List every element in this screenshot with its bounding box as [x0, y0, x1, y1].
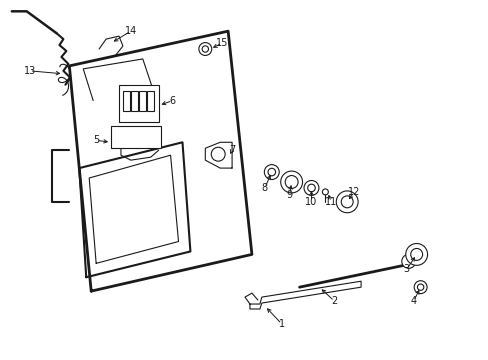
Text: 10: 10	[305, 197, 317, 207]
Circle shape	[267, 168, 275, 176]
Bar	[119, 85, 158, 122]
Circle shape	[405, 243, 427, 265]
Text: 15: 15	[216, 38, 228, 48]
Text: 11: 11	[325, 197, 337, 207]
Text: 12: 12	[347, 187, 360, 197]
Circle shape	[264, 165, 279, 180]
Text: 8: 8	[261, 183, 267, 193]
Bar	[146, 91, 153, 111]
Circle shape	[336, 191, 357, 213]
Text: 6: 6	[169, 96, 175, 105]
Text: 9: 9	[286, 190, 292, 200]
Circle shape	[410, 248, 422, 260]
Bar	[131, 91, 138, 111]
Text: 13: 13	[23, 66, 36, 76]
Circle shape	[199, 42, 211, 55]
Text: 7: 7	[228, 145, 235, 155]
Circle shape	[322, 189, 327, 195]
Text: 5: 5	[93, 135, 99, 145]
Text: 4: 4	[410, 296, 416, 306]
Bar	[122, 91, 130, 111]
Circle shape	[280, 171, 302, 193]
Circle shape	[401, 255, 415, 268]
Text: 2: 2	[330, 296, 337, 306]
Circle shape	[307, 184, 315, 192]
Circle shape	[341, 196, 352, 208]
Circle shape	[211, 147, 224, 161]
Circle shape	[304, 180, 318, 195]
Text: 14: 14	[124, 26, 137, 36]
Circle shape	[413, 281, 426, 294]
Circle shape	[202, 46, 208, 52]
Bar	[111, 126, 161, 148]
Text: 3: 3	[403, 264, 409, 274]
Circle shape	[285, 176, 298, 188]
Text: 1: 1	[278, 319, 284, 329]
Circle shape	[417, 284, 423, 291]
Bar	[139, 91, 145, 111]
